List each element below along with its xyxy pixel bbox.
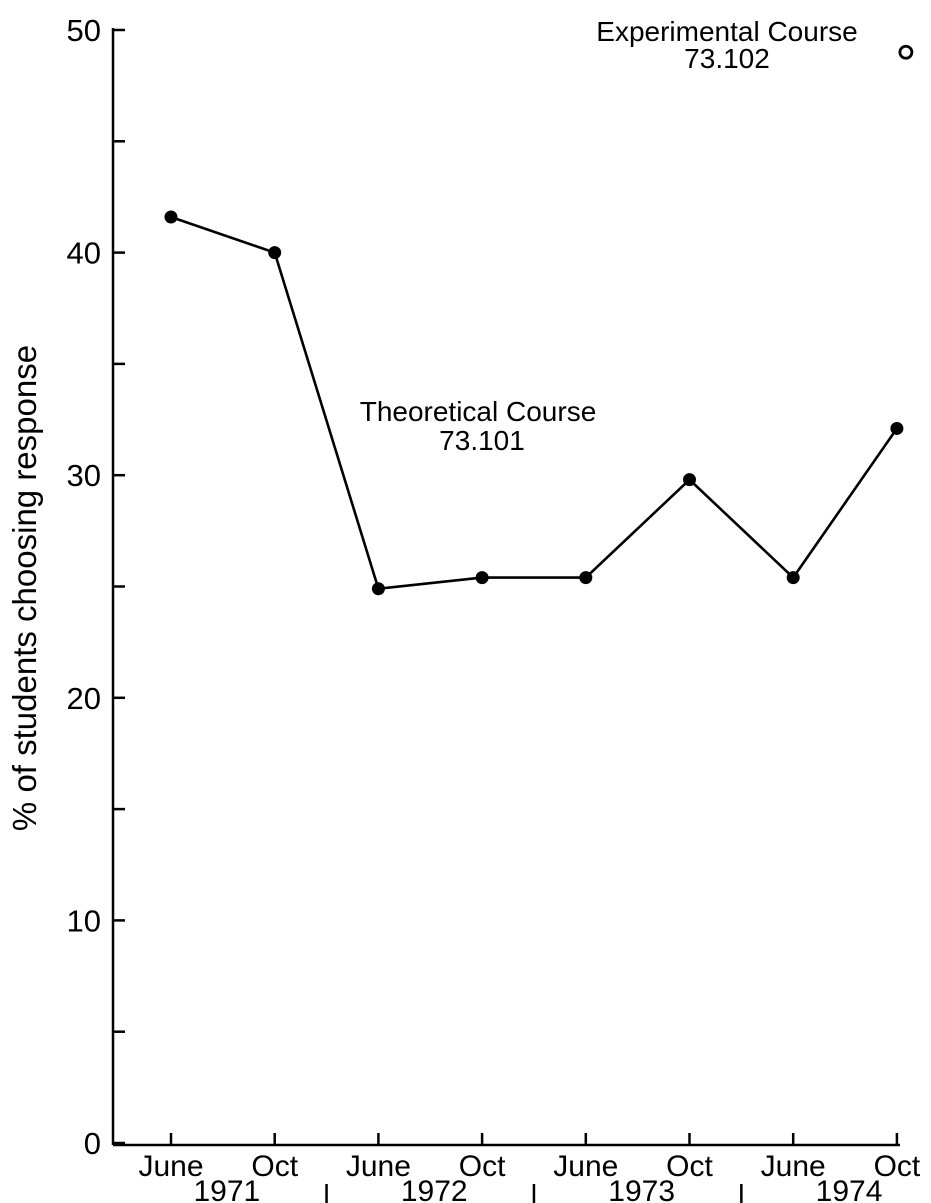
data-point-theoretical (683, 473, 696, 487)
series-label-theoretical-line1: Theoretical Course (360, 396, 597, 427)
data-point-experimental (898, 44, 914, 60)
x-tick-label: Oct (666, 1150, 713, 1183)
year-label: 1974 (816, 1175, 883, 1203)
data-point-theoretical (164, 210, 178, 224)
data-point-theoretical (371, 582, 385, 596)
series-label-theoretical-line2: 73.101 (439, 425, 525, 456)
y-tick-label: 40 (67, 236, 101, 271)
x-tick-label: Oct (251, 1150, 298, 1183)
year-label: 1972 (401, 1175, 468, 1203)
x-tick-label: June (346, 1150, 411, 1183)
data-point-theoretical (579, 571, 593, 585)
y-tick-label: 50 (67, 13, 101, 48)
x-tick-label: Oct (874, 1150, 921, 1183)
y-tick-label: 10 (67, 903, 101, 938)
x-tick-label: Oct (459, 1150, 506, 1183)
x-tick-label: June (761, 1150, 826, 1183)
y-ticks: 0 10 20 30 40 50 (67, 13, 125, 1161)
data-point-theoretical (890, 421, 904, 435)
data-point-theoretical (475, 571, 489, 585)
y-tick-label: 0 (84, 1126, 101, 1161)
series-layer (164, 44, 914, 596)
series-label-experimental-line1: Experimental Course (596, 16, 857, 47)
data-point-theoretical (268, 246, 282, 260)
series-label-experimental-line2: 73.102 (684, 43, 770, 74)
x-tick-label: June (138, 1150, 203, 1183)
year-label: 1971 (193, 1175, 260, 1203)
y-tick-label: 20 (67, 681, 101, 716)
y-axis-label: % of students choosing response (6, 345, 43, 831)
series-line-theoretical (170, 215, 898, 591)
x-tick-label: June (553, 1150, 618, 1183)
data-point-theoretical (786, 571, 800, 585)
year-label: 1973 (608, 1175, 675, 1203)
y-tick-label: 30 (67, 458, 101, 493)
